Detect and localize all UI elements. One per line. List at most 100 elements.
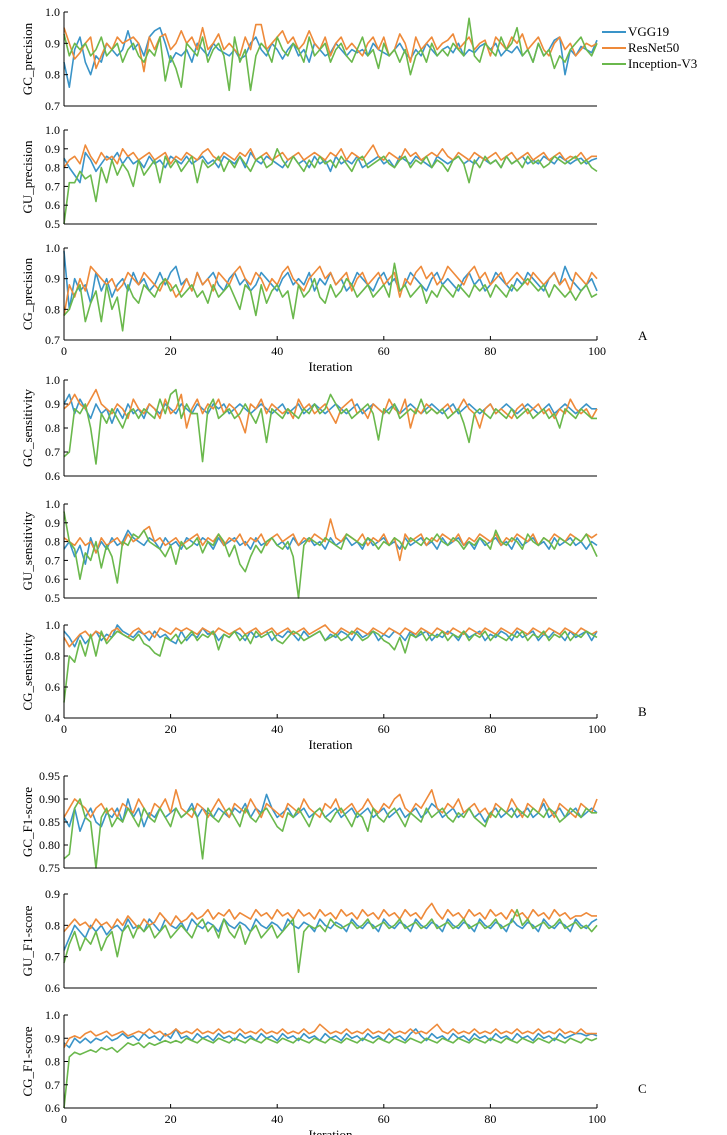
x-axis-label: Iteration <box>308 737 353 752</box>
x-tick-label: 80 <box>484 344 496 358</box>
y-tick-label: 0.7 <box>45 950 60 964</box>
x-tick-label: 20 <box>165 344 177 358</box>
y-axis-label: GC_precision <box>20 22 35 95</box>
series-line-1-inception-v3 <box>63 17 598 92</box>
y-tick-label: 0.8 <box>45 421 60 435</box>
y-tick-label: 0.7 <box>45 179 60 193</box>
y-tick-label: 0.90 <box>39 792 60 806</box>
y-tick-label: 0.6 <box>45 198 60 212</box>
y-tick-label: 0.6 <box>45 469 60 483</box>
y-tick-label: 0.6 <box>45 680 60 694</box>
y-axis-label: GC_F1-score <box>20 787 35 857</box>
legend-entry: Inception-V3 <box>628 56 697 71</box>
y-tick-label: 0.7 <box>45 553 60 567</box>
x-tick-label: 40 <box>271 1112 283 1126</box>
x-tick-label: 40 <box>271 722 283 736</box>
series-line-5-inception-v3 <box>63 511 598 599</box>
series-line-7-inception-v3 <box>63 798 597 869</box>
x-tick-label: 100 <box>588 1112 606 1126</box>
series-line-2-inception-v3 <box>63 148 598 225</box>
panel-label: A <box>638 328 648 343</box>
x-tick-label: 80 <box>484 722 496 736</box>
y-tick-label: 0.4 <box>45 711 60 725</box>
y-tick-label: 1.0 <box>45 1008 60 1022</box>
y-tick-label: 0.9 <box>45 1031 60 1045</box>
legend-entry: ResNet50 <box>628 40 679 55</box>
x-tick-label: 20 <box>165 722 177 736</box>
y-tick-label: 0.7 <box>45 333 60 347</box>
y-axis-label: GU_sensitivity <box>20 511 35 590</box>
y-tick-label: 0.8 <box>45 68 60 82</box>
x-tick-label: 100 <box>588 722 606 736</box>
y-tick-label: 1.0 <box>45 123 60 137</box>
series-line-8-resnet50 <box>63 902 597 933</box>
series-line-4-inception-v3 <box>63 388 597 465</box>
y-tick-label: 1.0 <box>45 497 60 511</box>
y-tick-label: 1.0 <box>45 241 60 255</box>
y-axis-label: GU_F1-score <box>20 905 35 976</box>
y-tick-label: 0.9 <box>45 272 60 286</box>
series-line-1-resnet50 <box>63 23 598 73</box>
x-tick-label: 60 <box>378 1112 390 1126</box>
y-axis-label: CG_sensitivity <box>20 632 35 711</box>
series-line-3-vgg19 <box>63 250 598 311</box>
y-tick-label: 1.0 <box>45 618 60 632</box>
y-tick-label: 0.85 <box>39 815 60 829</box>
x-tick-label: 60 <box>378 344 390 358</box>
y-tick-label: 0.6 <box>45 1101 60 1115</box>
series-line-9-inception-v3 <box>63 1037 598 1109</box>
x-tick-label: 0 <box>61 344 67 358</box>
y-tick-label: 0.9 <box>45 397 60 411</box>
legend-entry: VGG19 <box>628 24 669 39</box>
y-tick-label: 0.95 <box>39 769 60 783</box>
x-tick-label: 60 <box>378 722 390 736</box>
x-tick-label: 0 <box>61 722 67 736</box>
panel-label: B <box>638 704 647 719</box>
y-tick-label: 0.8 <box>45 535 60 549</box>
series-line-6-inception-v3 <box>63 630 598 703</box>
series-line-5-resnet50 <box>63 518 598 562</box>
series-line-7-resnet50 <box>63 788 598 819</box>
y-tick-label: 0.9 <box>45 36 60 50</box>
y-tick-label: 0.8 <box>45 649 60 663</box>
y-tick-label: 0.7 <box>45 445 60 459</box>
x-tick-label: 0 <box>61 1112 67 1126</box>
y-tick-label: 1.0 <box>45 373 60 387</box>
series-line-3-resnet50 <box>63 265 598 316</box>
series-line-8-inception-v3 <box>63 908 598 974</box>
series-line-6-resnet50 <box>63 624 598 648</box>
y-tick-label: 0.8 <box>45 302 60 316</box>
y-axis-label: CG_F1-score <box>20 1026 35 1096</box>
x-tick-label: 100 <box>588 344 606 358</box>
y-tick-label: 0.8 <box>45 1055 60 1069</box>
y-tick-label: 0.8 <box>45 918 60 932</box>
series-line-1-vgg19 <box>63 26 598 88</box>
y-tick-label: 0.9 <box>45 142 60 156</box>
y-tick-label: 1.0 <box>45 5 60 19</box>
x-tick-label: 80 <box>484 1112 496 1126</box>
series-line-3-inception-v3 <box>63 262 598 332</box>
y-axis-label: GU_precision <box>20 140 35 213</box>
y-tick-label: 0.6 <box>45 981 60 995</box>
x-tick-label: 40 <box>271 344 283 358</box>
y-tick-label: 0.80 <box>39 838 60 852</box>
series-line-8-vgg19 <box>63 918 598 951</box>
x-axis-label: Iteration <box>308 359 353 374</box>
y-tick-label: 0.6 <box>45 572 60 586</box>
y-tick-label: 0.7 <box>45 1078 60 1092</box>
series-line-9-resnet50 <box>63 1023 597 1048</box>
y-tick-label: 0.75 <box>39 861 60 875</box>
x-tick-label: 20 <box>165 1112 177 1126</box>
y-axis-label: GC_sensitivity <box>20 389 35 468</box>
panel-label: C <box>638 1081 647 1096</box>
y-tick-label: 0.7 <box>45 99 60 113</box>
y-tick-label: 0.5 <box>45 591 60 605</box>
y-tick-label: 0.5 <box>45 217 60 231</box>
series-line-7-vgg19 <box>63 793 598 833</box>
y-tick-label: 0.9 <box>45 887 60 901</box>
y-tick-label: 0.8 <box>45 161 60 175</box>
x-axis-label: Iteration <box>308 1127 353 1135</box>
y-tick-label: 0.9 <box>45 516 60 530</box>
series-line-2-resnet50 <box>63 144 597 169</box>
